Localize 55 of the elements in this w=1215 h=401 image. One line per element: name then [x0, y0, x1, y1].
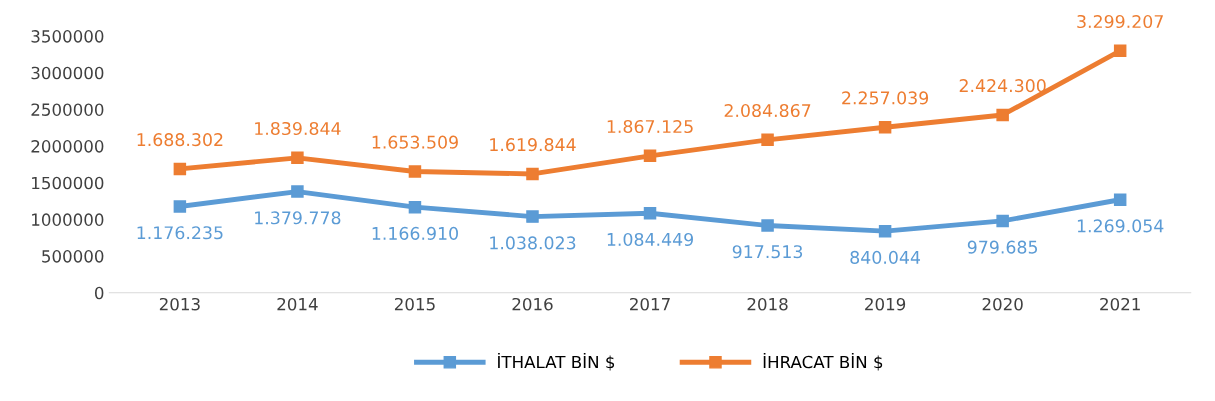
- x-tick-label: 2015: [394, 297, 435, 311]
- x-tick-label: 2014: [277, 297, 318, 311]
- point: [526, 167, 539, 181]
- point: [291, 185, 304, 198]
- point: [1113, 193, 1127, 206]
- data-label: 1.038.023: [490, 236, 576, 250]
- y-tick-label: 3500000: [31, 30, 104, 43]
- x-tick-label: 2016: [512, 297, 553, 311]
- y-tick-label: 500000: [42, 250, 104, 263]
- y-tick-label: 0: [94, 286, 104, 300]
- legend-label: İHRACAT BİN $: [763, 352, 883, 371]
- data-label: 917.513: [732, 245, 803, 259]
- data-label: 1.653.509: [372, 135, 458, 149]
- data-label: 1.688.302: [137, 133, 223, 147]
- point: [173, 162, 187, 176]
- data-label: 1.084.449: [607, 232, 693, 247]
- data-label: 2.084.867: [724, 103, 811, 118]
- data-label: 1.379.778: [255, 211, 341, 225]
- point: [643, 206, 657, 220]
- point: [408, 200, 422, 214]
- y-tick-label: 2500000: [31, 103, 104, 116]
- data-label: 979.685: [967, 240, 1038, 254]
- data-label: 840.044: [850, 250, 921, 264]
- y-tick-label: 3000000: [31, 66, 104, 80]
- data-label: 1.619.844: [490, 138, 576, 152]
- data-label: 1.839.844: [255, 121, 341, 136]
- point: [291, 151, 304, 165]
- y-tick-label: 2000000: [31, 140, 104, 153]
- point: [408, 165, 422, 178]
- x-tick-label: 2013: [159, 297, 200, 311]
- point: [996, 214, 1009, 228]
- point: [643, 149, 657, 163]
- x-tick-label: 2021: [1100, 297, 1140, 311]
- data-label: 2.424.300: [959, 79, 1046, 93]
- point: [996, 108, 1009, 122]
- legend-label: İTHALAT BİN $: [498, 352, 615, 371]
- x-tick-label: 2020: [982, 297, 1023, 311]
- y-tick-label: 1000000: [32, 213, 104, 226]
- point: [526, 210, 539, 223]
- data-label: 1.166.910: [372, 226, 458, 240]
- x-tick-label: 2019: [865, 297, 906, 311]
- point: [878, 120, 892, 134]
- point: [1113, 44, 1127, 58]
- data-label: 1.867.125: [607, 119, 693, 134]
- data-label: 3.299.207: [1077, 14, 1163, 29]
- point: [878, 224, 892, 238]
- point: [761, 133, 774, 147]
- point: [761, 219, 774, 232]
- data-label: 1.269.054: [1077, 219, 1164, 233]
- y-tick-label: 1500000: [32, 176, 104, 190]
- x-tick-label: 2018: [747, 297, 788, 311]
- data-label: 2.257.039: [842, 91, 929, 105]
- data-label: 1.176.235: [137, 226, 223, 240]
- point: [173, 200, 187, 213]
- x-tick-label: 2017: [630, 297, 670, 311]
